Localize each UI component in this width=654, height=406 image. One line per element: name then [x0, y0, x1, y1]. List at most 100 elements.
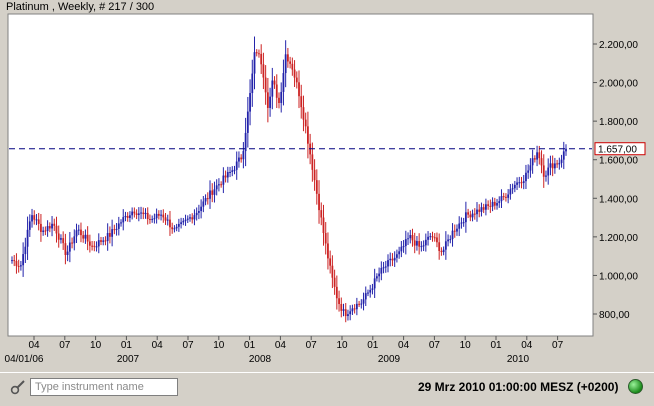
- candle-body: [393, 257, 396, 261]
- candle-body: [502, 196, 505, 198]
- candle-body: [231, 170, 234, 172]
- candle-body: [60, 238, 62, 240]
- candle-body: [440, 250, 443, 253]
- candle-body: [420, 246, 423, 248]
- candle-body: [73, 236, 76, 244]
- candle-body: [124, 215, 127, 218]
- candle-body: [313, 169, 316, 181]
- instrument-search-input[interactable]: [30, 378, 178, 396]
- candle-body: [331, 265, 334, 278]
- candle-body: [498, 201, 501, 204]
- candle-body: [182, 220, 185, 223]
- candle-body: [556, 163, 559, 165]
- candle-body: [246, 111, 249, 133]
- candle-body: [255, 52, 258, 54]
- candle-body: [164, 217, 167, 221]
- candle-body: [220, 184, 223, 186]
- candle-body: [324, 233, 327, 244]
- y-tick-label: 1.400,00: [599, 194, 638, 205]
- candle-body: [137, 213, 140, 215]
- candle-body: [117, 223, 120, 229]
- candle-body: [240, 157, 243, 160]
- candle-body: [162, 214, 165, 218]
- y-tick-label: 2.200,00: [599, 40, 638, 51]
- candle-body: [525, 172, 527, 182]
- candle-body: [229, 171, 231, 173]
- candle-body: [298, 82, 300, 97]
- x-month-label: 01: [121, 340, 133, 351]
- x-month-label: 01: [244, 340, 256, 351]
- candle-body: [444, 241, 447, 250]
- candle-body: [411, 235, 414, 241]
- candle-body: [175, 226, 178, 229]
- x-month-label: 07: [552, 340, 564, 351]
- candle-body: [24, 246, 27, 255]
- candle-body: [102, 240, 105, 242]
- candle-body: [422, 245, 425, 247]
- x-month-label: 07: [182, 340, 194, 351]
- candle-body: [500, 196, 503, 202]
- candle-body: [108, 233, 111, 237]
- candle-body: [433, 237, 436, 239]
- candle-body: [482, 207, 485, 210]
- candle-body: [160, 214, 162, 216]
- candle-body: [476, 209, 478, 215]
- candle-body: [180, 222, 182, 224]
- candle-body: [533, 158, 536, 160]
- candle-body: [371, 288, 374, 290]
- candle-body: [402, 246, 405, 248]
- candle-body: [282, 73, 285, 92]
- candle-body: [113, 229, 116, 231]
- candle-body: [364, 293, 367, 300]
- plot-area: [7, 13, 594, 337]
- candle-body: [536, 152, 538, 160]
- candle-body: [151, 218, 154, 220]
- candle-body: [522, 181, 525, 184]
- candle-body: [215, 185, 218, 190]
- candle-body: [135, 213, 138, 215]
- candle-body: [558, 162, 561, 165]
- candle-body: [322, 217, 325, 234]
- candle-body: [44, 230, 47, 232]
- candle-body: [202, 201, 205, 207]
- candle-body: [460, 222, 463, 224]
- candle-body: [447, 239, 449, 242]
- candle-body: [547, 167, 550, 176]
- candle-body: [473, 213, 476, 215]
- candle-body: [17, 265, 20, 267]
- candle-body: [275, 84, 278, 98]
- candle-body: [551, 163, 554, 169]
- x-year-label: 2009: [378, 354, 401, 365]
- candle-body: [487, 204, 490, 206]
- x-month-label: 10: [213, 340, 225, 351]
- candle-body: [400, 246, 403, 252]
- candle-body: [545, 175, 547, 177]
- candle-body: [451, 230, 454, 240]
- candle-body: [95, 246, 98, 248]
- candle-body: [540, 158, 543, 166]
- y-tick-label: 2.000,00: [599, 79, 638, 90]
- candle-body: [200, 206, 203, 212]
- candle-body: [424, 239, 427, 246]
- candle-body: [389, 258, 392, 261]
- candle-body: [467, 212, 470, 215]
- price-chart[interactable]: 2.200,00 2.000,00 1.800,00 1.600,00 1.400,00…: [0, 0, 654, 372]
- x-month-label: 04: [521, 340, 533, 351]
- candle-body: [340, 304, 343, 311]
- candle-body: [213, 189, 216, 195]
- y-tick-label: 1.200,00: [599, 233, 638, 244]
- candle-body: [157, 213, 160, 216]
- candle-body: [204, 198, 207, 202]
- candle-body: [353, 308, 356, 310]
- candle-body: [471, 213, 474, 218]
- candle-body: [173, 228, 176, 230]
- candle-body: [226, 172, 229, 178]
- candle-body: [82, 235, 85, 239]
- candle-body: [71, 242, 73, 244]
- wrench-icon[interactable]: [10, 379, 26, 395]
- candle-body: [264, 77, 267, 93]
- candle-body: [86, 234, 89, 242]
- candle-body: [111, 229, 114, 237]
- candle-body: [37, 219, 40, 224]
- candle-body: [553, 163, 556, 169]
